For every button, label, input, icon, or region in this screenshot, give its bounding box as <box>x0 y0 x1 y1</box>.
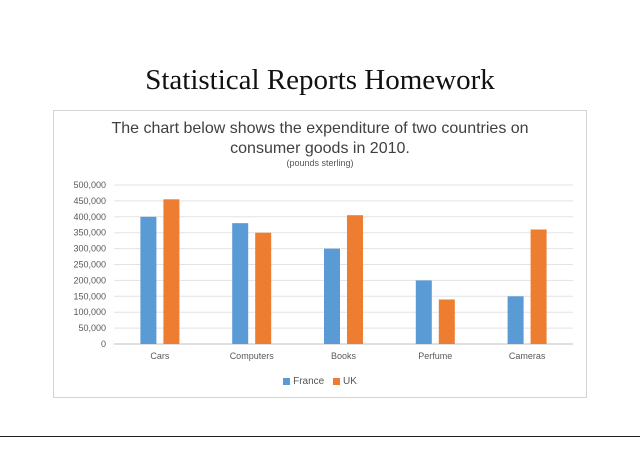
chart-title: The chart below shows the expenditure of… <box>54 119 586 159</box>
y-tick-label: 250,000 <box>73 260 106 270</box>
y-tick-label: 50,000 <box>78 323 106 333</box>
bar-uk-perfume <box>438 299 455 344</box>
bar-france-books <box>324 248 340 344</box>
x-tick-label: Computers <box>230 351 275 361</box>
bar-uk-computers <box>255 232 272 344</box>
bar-france-cameras <box>507 296 524 344</box>
y-tick-label: 450,000 <box>73 196 106 206</box>
y-tick-label: 150,000 <box>73 291 106 301</box>
bar-uk-books <box>347 215 363 344</box>
chart-frame: The chart below shows the expenditure of… <box>53 110 587 398</box>
y-tick-label: 0 <box>101 339 106 349</box>
y-tick-label: 500,000 <box>73 180 106 190</box>
legend-item-uk: UK <box>333 376 357 387</box>
legend-item-france: France <box>283 376 324 387</box>
x-tick-label: Books <box>331 351 357 361</box>
bar-uk-cameras <box>530 229 547 344</box>
legend: France UK <box>54 376 586 388</box>
x-tick-label: Perfume <box>418 351 452 361</box>
y-tick-label: 350,000 <box>73 228 106 238</box>
x-tick-label: Cameras <box>509 351 546 361</box>
legend-swatch-france <box>283 378 291 385</box>
legend-label-uk: UK <box>343 376 357 387</box>
y-tick-label: 100,000 <box>73 307 106 317</box>
legend-swatch-uk <box>333 378 340 385</box>
bar-uk-cars <box>163 199 180 344</box>
chart-title-line-2: consumer goods in 2010. <box>230 140 410 157</box>
bottom-rule <box>0 436 640 437</box>
bar-chart: 0 50,000 100,000 150,000 200,000 250,000 300,0… <box>73 180 573 361</box>
y-tick-label: 200,000 <box>73 275 106 285</box>
y-tick-label: 400,000 <box>73 212 106 222</box>
legend-label-france: France <box>293 376 325 387</box>
x-tick-label: Cars <box>150 351 170 361</box>
bar-france-computers <box>232 223 249 344</box>
chart-title-line-1: The chart below shows the expenditure of… <box>111 120 529 137</box>
bar-france-cars <box>140 216 157 344</box>
bar-france-perfume <box>415 280 432 344</box>
page-title: Statistical Reports Homework <box>145 64 495 96</box>
chart-subtitle: (pounds sterling) <box>286 158 354 168</box>
y-tick-label: 300,000 <box>73 244 106 254</box>
